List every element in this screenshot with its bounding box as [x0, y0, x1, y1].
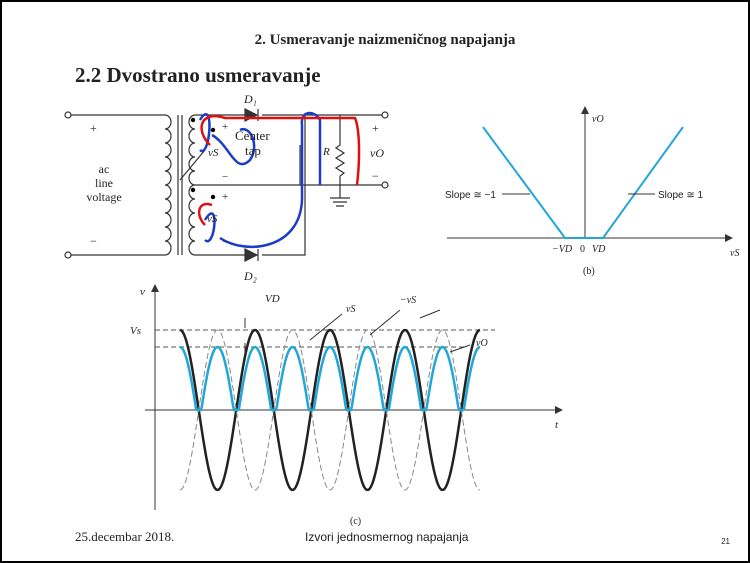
transfer-plot: vO vS Slope ≅ −1 Slope ≅ 1 −VD 0 VD (b)	[445, 106, 739, 277]
diode-d2	[244, 248, 259, 262]
label: +	[372, 121, 379, 135]
slide-header: 2. Usmeravanje naizmeničnog napajanja	[255, 32, 516, 48]
label: vS	[730, 248, 739, 259]
terminal	[64, 251, 72, 259]
label: v	[140, 286, 145, 298]
label: +	[90, 121, 97, 135]
neg-vs-curve	[179, 329, 481, 491]
wire	[68, 114, 165, 256]
label: vO	[592, 114, 604, 125]
waveform-plot: v t VD Vs vS −vS vO (c)	[130, 284, 563, 527]
terminal	[381, 111, 389, 119]
footer-date: 25.decembar 2018.	[75, 529, 174, 544]
polarity-dot	[190, 117, 196, 123]
label: (b)	[583, 266, 595, 277]
current-path	[197, 202, 213, 226]
terminal	[64, 111, 72, 119]
terminal	[381, 181, 389, 189]
label: 0	[580, 244, 585, 255]
vo-curve	[179, 345, 481, 412]
label: Center	[235, 128, 270, 143]
pointer	[244, 309, 471, 353]
label: (c)	[350, 516, 361, 527]
polarity-dot	[210, 194, 216, 200]
label: vO	[370, 146, 384, 160]
section-title: 2.2 Dvostrano usmeravanje	[75, 63, 321, 87]
label: Slope ≅ −1	[445, 190, 496, 201]
label: −vS	[400, 295, 416, 306]
label: Vs	[130, 325, 141, 337]
label: VD	[265, 293, 280, 305]
label: −	[372, 169, 379, 183]
polarity-dot	[190, 187, 196, 193]
transfer-curve	[482, 126, 684, 239]
label: −	[222, 236, 228, 248]
label: ac	[99, 162, 110, 176]
label: Slope ≅ 1	[658, 190, 704, 201]
label: −	[90, 234, 97, 248]
label: −VD	[552, 244, 573, 255]
label: vS	[346, 304, 355, 315]
label: +	[222, 191, 228, 203]
label: vO	[476, 338, 488, 349]
current-loop	[198, 113, 256, 166]
page-number: 21	[721, 537, 730, 546]
label: vS	[207, 213, 218, 225]
arrow	[179, 149, 206, 181]
label: voltage	[86, 190, 121, 204]
label: t	[555, 419, 559, 431]
footer-course: Izvori jednosmernog napajanja	[305, 530, 469, 544]
label: line	[95, 176, 113, 190]
vs-curve	[179, 328, 481, 492]
circuit-diagram: D₁D₂Centertapaclinevoltage+−+−+−+−vSvSvO…	[64, 92, 389, 283]
label: −	[222, 171, 228, 183]
primary-coil	[164, 114, 172, 256]
resistor-ground	[300, 115, 385, 207]
label: tap	[245, 143, 261, 158]
core	[177, 115, 183, 255]
current-loop	[203, 111, 322, 249]
polarity-dot	[210, 127, 216, 133]
label: VD	[592, 244, 606, 255]
label: D₂	[243, 269, 257, 283]
current-path	[200, 115, 361, 186]
label: vS	[208, 147, 219, 159]
label: +	[222, 121, 228, 133]
label: D₁	[243, 92, 257, 106]
label: R	[322, 146, 330, 158]
